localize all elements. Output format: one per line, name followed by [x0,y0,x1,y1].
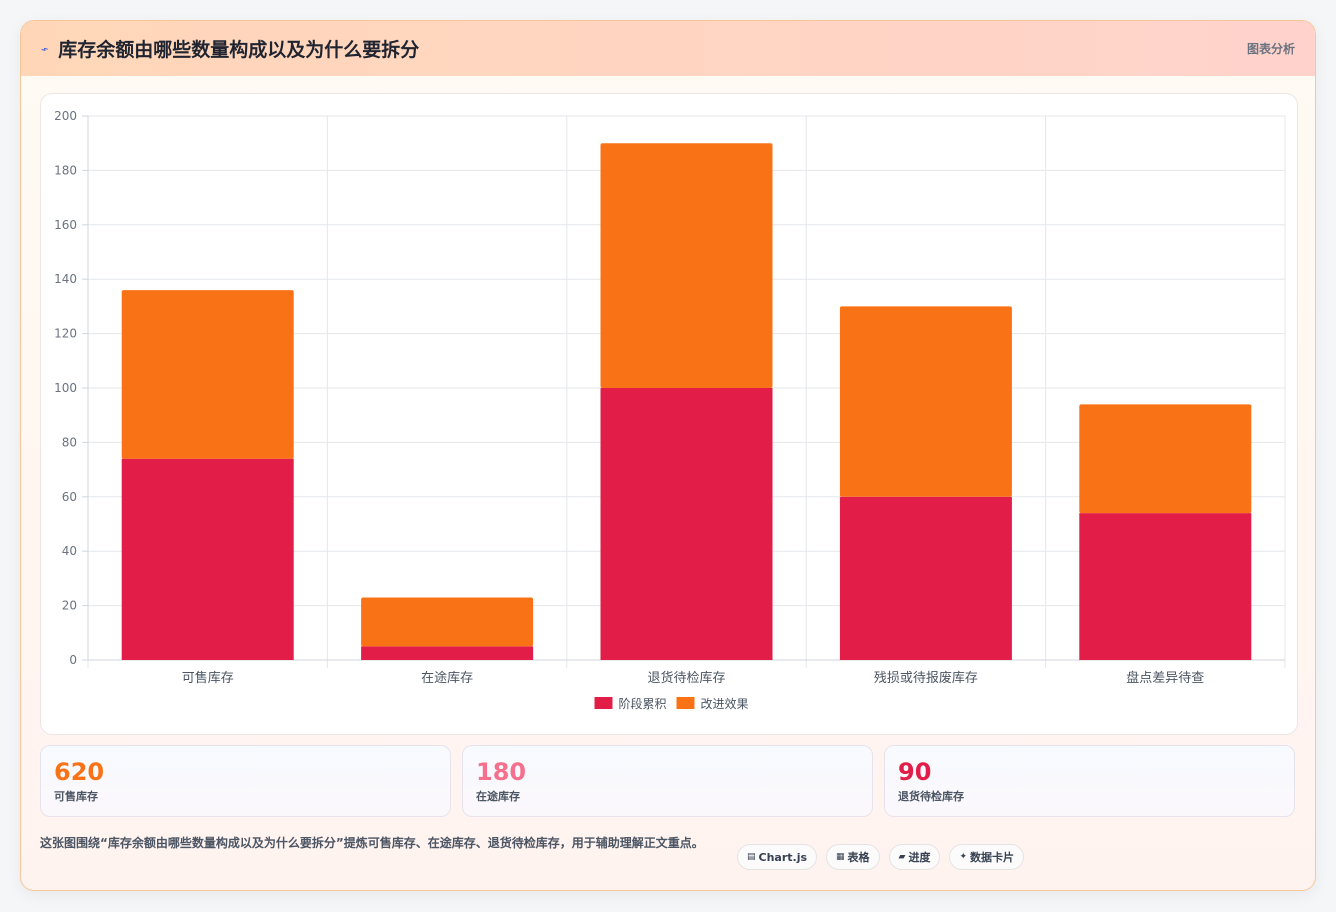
chart-icon: ▤ [747,852,756,862]
x-tick-label: 残损或待报废库存 [874,670,978,686]
bar-stage-accumulation [1079,513,1252,660]
chip-progress[interactable]: ▰ 进度 [888,844,941,870]
y-tick-label: 160 [54,218,77,232]
sparkle-icon: ✦ [959,852,968,862]
y-tick-label: 60 [62,490,77,504]
table-icon: ▦ [836,852,845,862]
bar-stage-accumulation [121,458,294,660]
bar-stage-accumulation [839,496,1012,660]
y-tick-label: 80 [62,435,77,449]
chart-analysis-label: 图表分析 [1246,42,1295,56]
chip-chartjs[interactable]: ▤ Chart.js [737,844,818,870]
chart-panel: 0 20 40 60 80 100 120 140 160 180 200 可售库存 在途库存 退货待检库… [40,93,1298,735]
stat-label: 在途库存 [476,790,520,803]
stat-label: 退货待检库存 [898,790,964,803]
stat-card-2: 180 在途库存 [462,745,873,817]
stacked-bar-chart: 0 20 40 60 80 100 120 140 160 180 200 可售库存 在途库存 退货待检库… [54,109,1286,711]
x-tick-label: 可售库存 [182,670,234,686]
y-tick-label: 100 [54,381,77,395]
chart-line-icon: ⌁ [38,40,51,57]
chip-label: 数据卡片 [970,851,1015,864]
chip-label: 表格 [847,851,870,864]
chip-label: 进度 [908,851,931,864]
tag-chips: ▤ Chart.js ▦ 表格 ▰ 进度 ✦ 数据卡片 [737,844,1025,870]
bar-improvement-effect [839,306,1012,497]
bar-stage-accumulation [600,388,773,660]
y-tick-label: 120 [54,327,77,341]
chart-card: ⌁ 库存余额由哪些数量构成以及为什么要拆分 图表分析 0 20 40 60 80 100 1… [20,20,1316,891]
stat-value: 180 [476,758,527,786]
y-tick-label: 40 [62,544,77,558]
stat-value: 90 [898,758,932,786]
stat-card-3: 90 退货待检库存 [884,745,1295,817]
bar-stage-accumulation [361,646,534,660]
legend-label: 改进效果 [701,696,749,711]
legend-swatch [676,697,695,709]
legend-label: 阶段累积 [619,696,667,711]
chip-label: Chart.js [758,850,808,864]
stat-value: 620 [54,758,105,786]
page-title: 库存余额由哪些数量构成以及为什么要拆分 [58,39,420,61]
y-tick-label: 200 [54,109,77,123]
bar-improvement-effect [361,597,534,647]
y-tick-label: 180 [54,163,77,177]
legend-swatch [594,697,613,709]
y-tick-label: 0 [69,653,77,667]
bar-improvement-effect [1079,404,1252,514]
bar-improvement-effect [600,143,773,388]
x-tick-label: 退货待检库存 [647,670,725,686]
chip-data-card[interactable]: ✦ 数据卡片 [949,844,1025,870]
x-tick-label: 盘点差异待查 [1126,670,1204,686]
progress-icon: ▰ [898,852,906,862]
y-tick-label: 20 [62,599,77,613]
card-header: ⌁ 库存余额由哪些数量构成以及为什么要拆分 图表分析 [21,21,1315,76]
chip-table[interactable]: ▦ 表格 [826,844,880,870]
stat-card-1: 620 可售库存 [40,745,451,817]
chart-description: 这张图围绕“库存余额由哪些数量构成以及为什么要拆分”提炼可售库存、在途库存、退货… [40,836,704,850]
stat-label: 可售库存 [54,790,98,803]
x-tick-label: 在途库存 [421,670,473,686]
y-tick-label: 140 [54,272,77,286]
bar-improvement-effect [121,290,294,459]
title-group: ⌁ 库存余额由哪些数量构成以及为什么要拆分 [38,35,420,62]
